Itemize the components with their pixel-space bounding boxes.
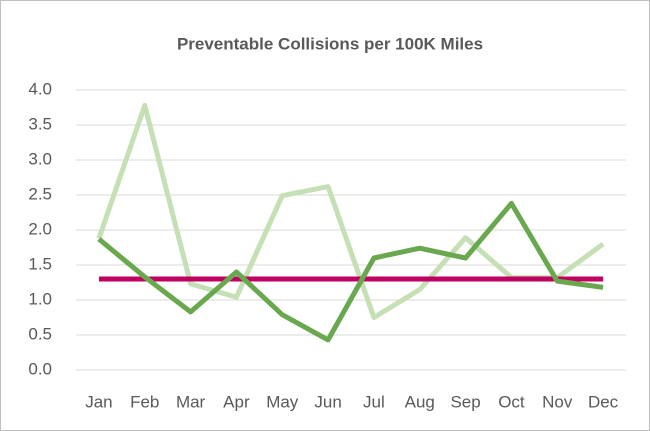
y-tick-label: 2.5 — [28, 184, 52, 203]
x-tick-label: Apr — [223, 392, 250, 411]
x-tick-label: Aug — [405, 392, 435, 411]
y-tick-label: 3.0 — [28, 149, 52, 168]
x-tick-label: Jan — [85, 392, 112, 411]
y-tick-label: 0.0 — [28, 359, 52, 378]
x-tick-label: Oct — [498, 392, 525, 411]
x-tick-label: Jun — [314, 392, 341, 411]
x-tick-label: Feb — [130, 392, 159, 411]
x-tick-label: Jul — [363, 392, 385, 411]
x-tick-label: Nov — [542, 392, 573, 411]
x-tick-label: Sep — [450, 392, 480, 411]
chart-title: Preventable Collisions per 100K Miles — [177, 34, 483, 53]
y-tick-label: 3.5 — [28, 114, 52, 133]
y-tick-label: 4.0 — [28, 79, 52, 98]
y-tick-label: 2.0 — [28, 219, 52, 238]
y-tick-label: 0.5 — [28, 324, 52, 343]
series-line — [97, 200, 604, 343]
x-tick-label: May — [266, 392, 299, 411]
y-tick-label: 1.5 — [28, 254, 52, 273]
y-tick-label: 1.0 — [28, 289, 52, 308]
x-tick-label: Dec — [588, 392, 619, 411]
x-tick-label: Mar — [176, 392, 206, 411]
